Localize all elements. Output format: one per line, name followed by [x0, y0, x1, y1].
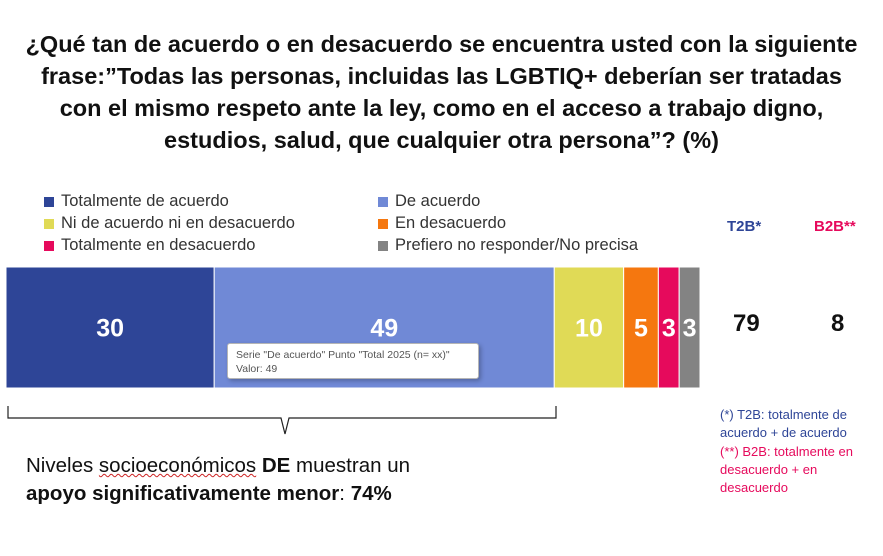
legend-swatch — [378, 240, 388, 251]
data-label: 3 — [662, 315, 676, 343]
legend-item-totalmente-de-acuerdo[interactable]: Totalmente de acuerdo — [44, 192, 229, 211]
tooltip-line-series: Serie "De acuerdo" Punto "Total 2025 (n=… — [236, 349, 450, 361]
b2b-value: 8 — [831, 310, 845, 337]
footnote-b2b: (**) B2B: totalmente en desacuerdo + en … — [720, 444, 853, 495]
note-text-bold: 74% — [350, 482, 392, 505]
tooltip: Serie "De acuerdo" Punto "Total 2025 (n=… — [227, 343, 479, 379]
legend-label: Totalmente en desacuerdo — [61, 236, 256, 254]
legend-item-ni-ni[interactable]: Ni de acuerdo ni en desacuerdo — [44, 214, 295, 233]
data-label: 10 — [575, 315, 603, 343]
legend-item-en-desacuerdo[interactable]: En desacuerdo — [378, 214, 506, 233]
insight-note: Niveles socioeconómicos DE muestran un a… — [26, 452, 496, 508]
t2b-value: 79 — [733, 310, 760, 337]
legend-label: Ni de acuerdo ni en desacuerdo — [61, 214, 295, 232]
legend-label: Prefiero no responder/No precisa — [395, 236, 639, 254]
legend-swatch — [44, 218, 54, 229]
footnote-t2b: (*) T2B: totalmente de acuerdo + de acue… — [720, 407, 847, 440]
data-label: 49 — [370, 315, 398, 343]
legend-item-de-acuerdo[interactable]: De acuerdo — [378, 192, 480, 211]
legend-label: De acuerdo — [395, 192, 481, 210]
tooltip-line-value: Valor: 49 — [236, 363, 278, 375]
note-text: Niveles — [26, 454, 99, 477]
bar-segment-en-desacuerdo[interactable] — [623, 266, 659, 389]
note-text-bold: apoyo significativamente menor — [26, 482, 340, 505]
bar-segment-no-precisa[interactable] — [678, 266, 701, 389]
bar-segment-ni-ni[interactable] — [553, 266, 625, 389]
note-text: muestran un — [290, 454, 411, 477]
legend-swatch — [44, 196, 54, 207]
legend-item-totalmente-en-desacuerdo[interactable]: Totalmente en desacuerdo — [44, 236, 255, 255]
chart-title: ¿Qué tan de acuerdo o en desacuerdo se e… — [25, 31, 858, 153]
t2b-header: T2B* — [727, 218, 762, 235]
legend-swatch — [378, 218, 388, 229]
b2b-header: B2B** — [814, 218, 856, 235]
legend-swatch — [44, 240, 54, 251]
note-text-bold: DE — [261, 454, 291, 477]
note-text: : — [339, 482, 351, 505]
data-label: 5 — [634, 315, 648, 343]
legend-label: En desacuerdo — [395, 214, 506, 232]
bar-segment-totalmente-de-acuerdo[interactable] — [5, 266, 215, 389]
legend-swatch — [378, 196, 388, 207]
data-label: 3 — [683, 315, 697, 343]
bracket — [7, 406, 557, 435]
data-label: 30 — [96, 315, 124, 343]
legend-label: Totalmente de acuerdo — [61, 192, 229, 210]
legend-item-no-precisa[interactable]: Prefiero no responder/No precisa — [378, 236, 638, 255]
note-text-spellcheck: socioeconómicos — [98, 454, 257, 477]
